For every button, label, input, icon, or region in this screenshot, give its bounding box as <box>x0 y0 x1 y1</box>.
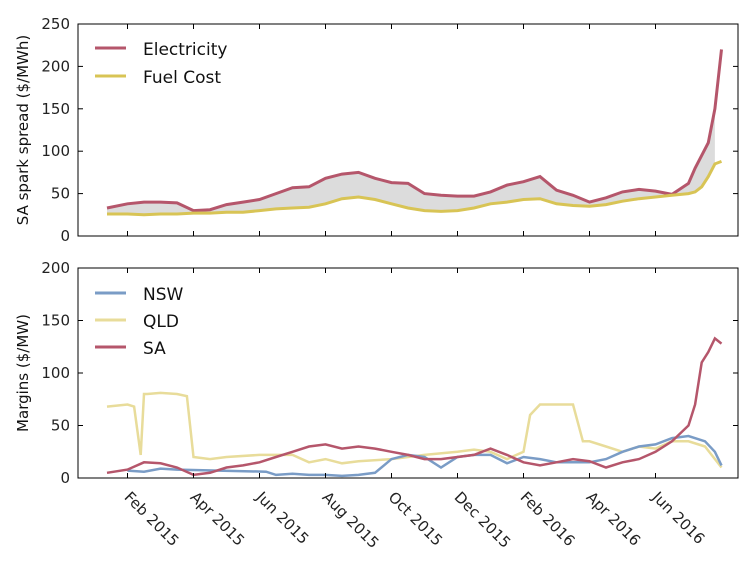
spark-spread-fill <box>107 108 715 215</box>
x-tick-label: Aug 2015 <box>319 488 383 552</box>
x-tick-label: Feb 2016 <box>517 488 579 550</box>
legend-label-sa: SA <box>143 339 166 359</box>
x-tick-label: Apr 2016 <box>583 488 644 549</box>
top-y-tick-label: 100 <box>41 142 70 160</box>
top-y-tick-label: 250 <box>41 15 70 33</box>
bottom-y-axis-label: Margins ($/MW) <box>14 314 32 432</box>
x-tick-label: Jun 2015 <box>252 487 312 547</box>
top-y-tick-label: 200 <box>41 57 70 75</box>
top-y-tick-label: 0 <box>60 227 70 245</box>
x-tick-label: Jun 2016 <box>648 487 708 547</box>
x-tick-label: Feb 2015 <box>121 488 183 550</box>
top-y-tick-label: 50 <box>51 185 70 203</box>
bottom-y-tick-label: 150 <box>41 312 70 330</box>
bottom-legend: NSW QLD SA <box>95 285 184 359</box>
x-tick-label: Apr 2015 <box>187 488 248 549</box>
sa-line <box>106 336 723 477</box>
legend-label-electricity: Electricity <box>143 40 227 60</box>
bottom-y-tick-label: 100 <box>41 364 70 382</box>
legend-label-qld: QLD <box>143 312 179 332</box>
x-tick-label: Dec 2015 <box>451 488 515 552</box>
fuel-cost-line <box>107 159 723 217</box>
legend-label-nsw: NSW <box>143 285 184 305</box>
top-axes-frame <box>77 23 739 237</box>
bottom-x-ticks: Feb 2015 Apr 2015 Jun 2015 Aug 2015 Oct 2015… <box>121 268 708 552</box>
qld-line <box>106 391 723 469</box>
x-tick-label: Oct 2015 <box>385 488 446 549</box>
top-y-tick-label: 150 <box>41 100 70 118</box>
bottom-y-tick-label: 50 <box>51 417 70 435</box>
margins-panel: 0 50 100 150 200 Feb 2015 Apr 2015 Jun 2015 Aug… <box>14 259 739 552</box>
bottom-axes-frame <box>77 267 739 479</box>
legend-label-fuel-cost: Fuel Cost <box>143 68 221 88</box>
bottom-y-tick-label: 0 <box>60 469 70 487</box>
top-y-axis-label: SA spark spread ($/MWh) <box>14 35 32 225</box>
electricity-line <box>106 49 723 213</box>
top-legend: Electricity Fuel Cost <box>95 40 227 88</box>
bottom-y-tick-label: 200 <box>41 259 70 277</box>
top-x-ticks <box>127 24 656 236</box>
top-y-ticks: 0 50 100 150 200 250 <box>41 15 738 245</box>
